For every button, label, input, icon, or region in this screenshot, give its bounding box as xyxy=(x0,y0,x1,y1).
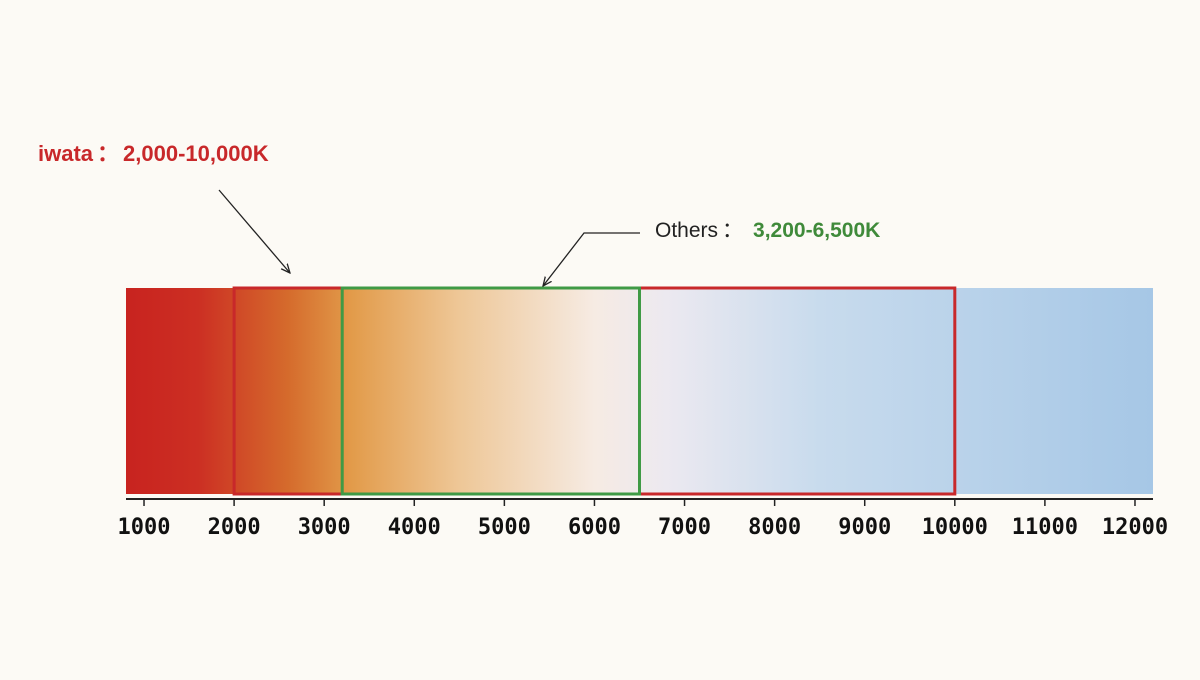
tick-label-3000: 3000 xyxy=(298,515,351,540)
others-brand: Others xyxy=(655,219,719,242)
others-range-box xyxy=(340,286,641,496)
tick-label-9000: 9000 xyxy=(838,515,891,540)
tick-label-6000: 6000 xyxy=(568,515,621,540)
iwata-separator: ： xyxy=(97,141,120,166)
iwata-range: 2,000-10,000K xyxy=(123,141,269,166)
tick-label-12000: 12000 xyxy=(1102,515,1168,540)
others-separator: ： xyxy=(722,219,744,242)
others-range-label: Others： 3,200-6,500K xyxy=(655,214,880,244)
others-range: 3,200-6,500K xyxy=(753,219,881,242)
tick-label-10000: 10000 xyxy=(922,515,988,540)
tick-label-7000: 7000 xyxy=(658,515,711,540)
iwata-range-label: iwata： 2,000-10,000K xyxy=(38,136,269,168)
iwata-arrow xyxy=(218,189,290,273)
tick-label-2000: 2000 xyxy=(208,515,261,540)
tick-label-1000: 1000 xyxy=(118,515,171,540)
tick-label-4000: 4000 xyxy=(388,515,441,540)
tick-label-8000: 8000 xyxy=(748,515,801,540)
tick-label-5000: 5000 xyxy=(478,515,531,540)
tick-label-11000: 11000 xyxy=(1012,515,1078,540)
iwata-brand: iwata xyxy=(38,141,94,166)
others-arrow xyxy=(543,232,640,286)
